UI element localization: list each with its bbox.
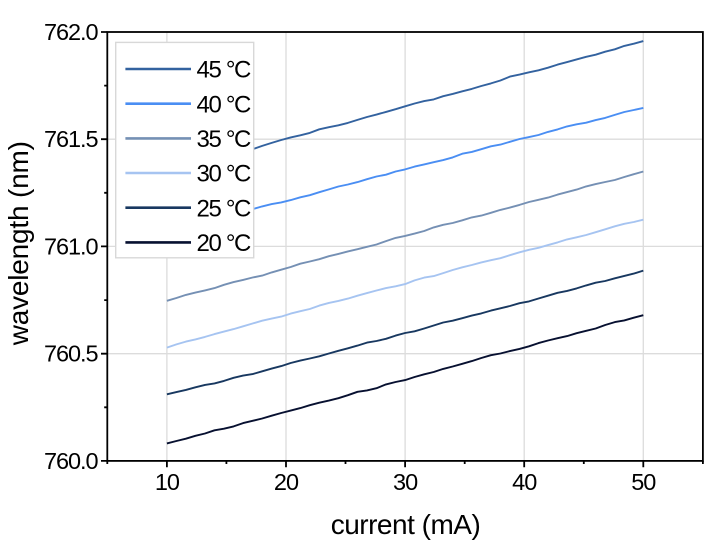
svg-text:wavelength (nm): wavelength (nm) (3, 141, 34, 346)
svg-text:25 °C: 25 °C (197, 195, 252, 222)
svg-text:40 °C: 40 °C (197, 91, 252, 118)
svg-text:762.0: 762.0 (44, 19, 99, 45)
svg-text:10: 10 (155, 469, 180, 495)
svg-text:35 °C: 35 °C (197, 126, 252, 153)
svg-text:20: 20 (274, 469, 299, 495)
svg-text:current (mA): current (mA) (331, 509, 481, 540)
svg-text:50: 50 (631, 469, 656, 495)
svg-text:760.5: 760.5 (44, 341, 99, 367)
svg-text:30: 30 (393, 469, 418, 495)
svg-text:30 °C: 30 °C (197, 161, 252, 188)
svg-text:20 °C: 20 °C (197, 230, 252, 257)
svg-text:45 °C: 45 °C (197, 57, 252, 84)
svg-text:761.0: 761.0 (44, 233, 99, 259)
svg-text:760.0: 760.0 (44, 448, 99, 474)
svg-text:761.5: 761.5 (44, 126, 99, 152)
svg-text:40: 40 (512, 469, 537, 495)
